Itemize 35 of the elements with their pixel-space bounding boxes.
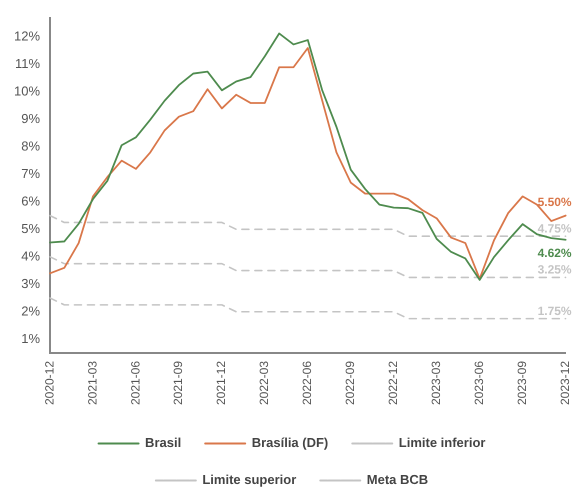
y-tick-label: 11% — [14, 56, 40, 72]
y-tick-label: 5% — [21, 220, 40, 236]
y-tick-label: 12% — [14, 28, 40, 44]
y-tick-label: 7% — [21, 166, 40, 181]
x-tick-label: 2022-06 — [300, 360, 314, 406]
legend-label: Brasil — [145, 435, 182, 450]
legend-label: Limite superior — [202, 472, 296, 488]
x-tick-label: 2023-03 — [429, 360, 444, 406]
legend-label: Brasília (DF) — [252, 435, 328, 450]
legend-label: Limite inferior — [398, 435, 486, 450]
data-label: 4.75% — [538, 222, 572, 236]
y-tick-label: 3% — [21, 276, 40, 291]
y-tick-label: 9% — [21, 111, 40, 126]
x-tick-label: 2022-12 — [386, 360, 400, 406]
x-tick-label: 2022-09 — [343, 360, 358, 406]
y-tick-label: 2% — [21, 303, 40, 318]
data-label: 4.62% — [538, 246, 572, 260]
y-tick-label: 1% — [21, 330, 40, 346]
x-tick-label: 2021-09 — [171, 360, 186, 406]
y-tick-label: 10% — [14, 84, 40, 99]
x-tick-label: 2023-09 — [514, 360, 529, 406]
x-tick-label: 2021-06 — [128, 360, 142, 406]
x-tick-label: 2020-12 — [42, 360, 56, 406]
x-tick-label: 2023-06 — [472, 360, 486, 406]
data-label: 1.75% — [538, 304, 572, 318]
x-tick-label: 2022-03 — [257, 360, 272, 406]
y-tick-label: 4% — [21, 248, 40, 264]
legend-label: Meta BCB — [366, 472, 428, 488]
y-tick-label: 8% — [21, 138, 40, 154]
x-tick-label: 2023-12 — [558, 360, 572, 406]
data-label: 5.50% — [538, 194, 572, 209]
x-tick-label: 2021-03 — [85, 360, 100, 406]
x-tick-label: 2021-12 — [214, 360, 228, 406]
y-tick-label: 6% — [21, 193, 40, 208]
data-label: 3.25% — [538, 262, 572, 277]
